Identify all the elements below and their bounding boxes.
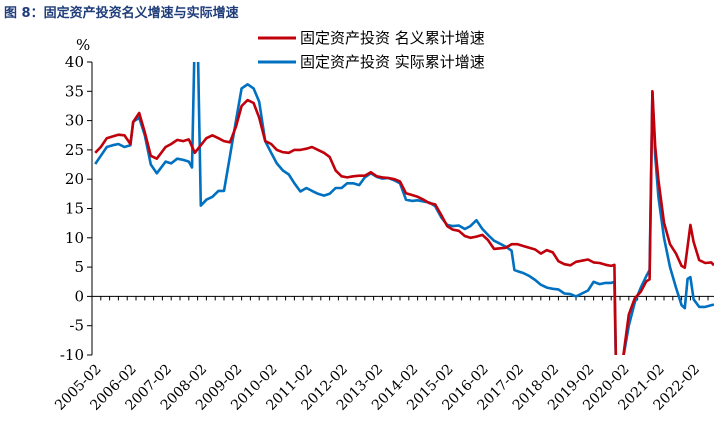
y-axis-unit: % xyxy=(76,36,91,54)
series-lines xyxy=(94,62,714,355)
legend-label-1: 固定资产投资 实际累计增速 xyxy=(300,53,485,71)
y-tick-label: 40 xyxy=(65,53,84,71)
y-tick-label: -10 xyxy=(60,346,84,364)
y-tick-label: 20 xyxy=(65,170,84,188)
axes: -10-505101520253035402005-022006-022007-… xyxy=(52,53,714,414)
y-tick-label: 10 xyxy=(65,229,84,247)
y-tick-label: 5 xyxy=(74,258,84,276)
y-tick-label: 25 xyxy=(65,141,84,159)
legend-label-0: 固定资产投资 名义累计增速 xyxy=(300,29,485,47)
y-tick-label: 15 xyxy=(65,200,84,218)
y-tick-label: 35 xyxy=(65,82,84,100)
series-line-1 xyxy=(94,62,714,355)
series-line-0 xyxy=(94,90,714,355)
figure-title: 图 8：固定资产投资名义增速与实际增速 xyxy=(4,6,239,21)
y-tick-label: 0 xyxy=(74,287,84,305)
y-tick-label: -5 xyxy=(69,317,84,335)
y-tick-label: 30 xyxy=(65,112,84,130)
